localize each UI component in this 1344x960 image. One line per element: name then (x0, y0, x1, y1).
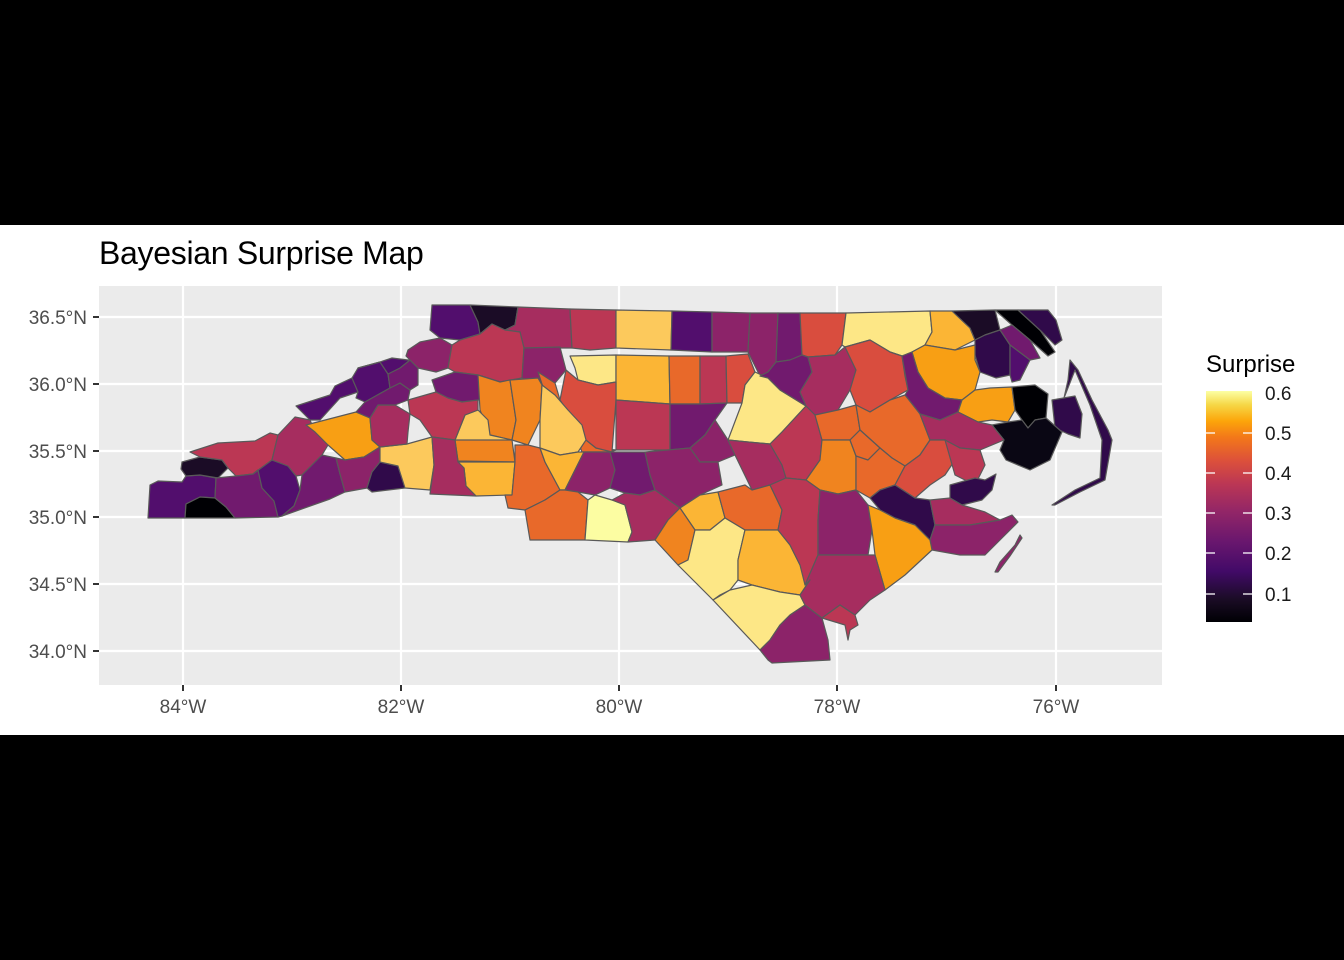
legend-title: Surprise (1206, 351, 1295, 378)
county-polygon (524, 489, 589, 541)
county-polygon (844, 339, 909, 413)
x-tick-label: 78°W (814, 697, 861, 718)
county-polygon (405, 337, 453, 373)
legend-tick-label: 0.2 (1265, 544, 1291, 565)
y-tick-label: 34.0°N (29, 642, 87, 663)
county-polygon (974, 329, 1011, 379)
y-tick-label: 36.0°N (29, 375, 87, 396)
county-polygon (817, 489, 873, 556)
county-polygon (1051, 359, 1113, 506)
x-tick-label: 80°W (596, 697, 643, 718)
county-polygon (509, 377, 543, 446)
legend-tick-label: 0.4 (1265, 464, 1292, 485)
legend-tick-label: 0.1 (1265, 585, 1291, 606)
county-polygon (429, 436, 477, 497)
county-polygon (699, 355, 728, 405)
legend-tick-label: 0.5 (1265, 424, 1291, 445)
y-tick-label: 34.5°N (29, 575, 87, 596)
county-polygon (867, 504, 933, 591)
x-tick-label: 84°W (160, 697, 207, 718)
chart-title: Bayesian Surprise Map (99, 235, 424, 271)
county-polygon (775, 312, 803, 363)
legend-tick-label: 0.6 (1265, 384, 1291, 405)
y-tick-label: 35.0°N (29, 508, 87, 529)
county-polygon (1009, 344, 1031, 383)
county-layer (147, 304, 1113, 664)
county-polygon (369, 404, 411, 448)
legend-tick-label: 0.3 (1265, 504, 1291, 525)
county-polygon (454, 439, 516, 463)
plot-canvas: Bayesian Surprise Map (0, 225, 1344, 735)
county-polygon (644, 447, 723, 509)
legend-colorbar (1206, 391, 1252, 622)
y-tick-label: 35.5°N (29, 442, 87, 463)
y-tick-label: 36.5°N (29, 308, 87, 329)
x-tick-label: 76°W (1033, 697, 1080, 718)
county-polygon (991, 417, 1063, 471)
county-polygon (711, 311, 751, 353)
legend: Surprise 0.6 0.5 0.4 0.3 0.2 0.1 (1206, 351, 1295, 622)
x-tick-label: 82°W (378, 697, 425, 718)
county-polygon (407, 391, 479, 441)
county-polygon (615, 354, 671, 405)
county-polygon (821, 604, 859, 641)
county-polygon (615, 309, 673, 351)
county-polygon (944, 439, 986, 486)
county-polygon (615, 399, 671, 451)
county-polygon (670, 310, 713, 353)
county-polygon (668, 355, 701, 405)
y-axis: 36.5°N 36.0°N 35.5°N 35.0°N 34.5°N 34.0°… (29, 308, 99, 663)
county-polygon (569, 308, 617, 351)
map-chart: 36.5°N 36.0°N 35.5°N 35.0°N 34.5°N 34.0°… (29, 286, 1295, 718)
county-polygon (1017, 309, 1063, 346)
county-polygon (994, 534, 1023, 573)
x-axis: 84°W 82°W 80°W 78°W 76°W (160, 685, 1080, 718)
